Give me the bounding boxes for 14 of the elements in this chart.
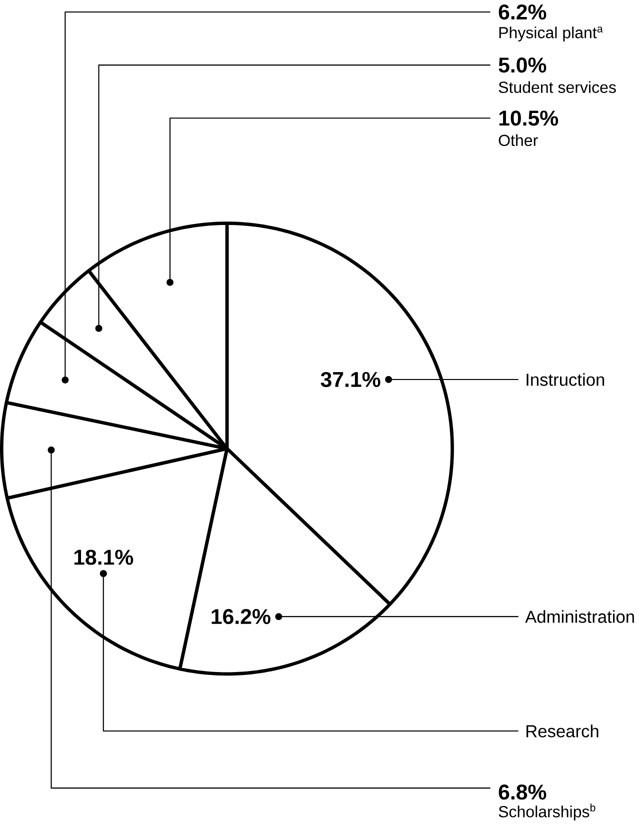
slice-label: Instruction — [526, 373, 604, 386]
data-label: 6.8% — [499, 784, 546, 800]
data-label: 10.5% — [500, 110, 558, 126]
data-label: 6.2% — [499, 4, 546, 20]
data-label: 18.1% — [74, 550, 134, 565]
slice-label: Scholarships$^{b}$ — [499, 804, 596, 821]
slice-label: Research — [526, 724, 598, 738]
data-label: 16.2% — [212, 609, 271, 624]
slice-label: Physical plant$^{a}$ — [500, 26, 604, 42]
slice-label: Student services — [499, 81, 616, 93]
data-label: 5.0% — [498, 58, 546, 73]
data-label: 37.1% — [320, 372, 381, 388]
slice-label: Other — [499, 134, 538, 146]
slice-label: Administration — [525, 610, 634, 623]
